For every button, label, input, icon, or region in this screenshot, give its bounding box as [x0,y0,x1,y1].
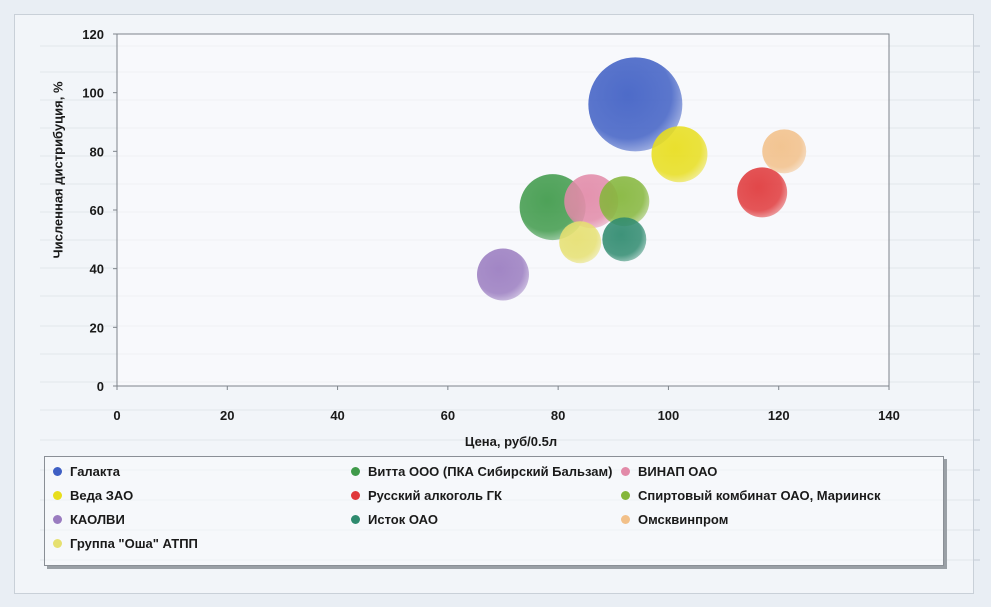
x-tick-label: 80 [551,408,565,423]
legend-label: Русский алкоголь ГК [368,488,502,503]
legend-item: Русский алкоголь ГК [351,488,502,503]
legend-swatch-icon [351,491,360,500]
bubbles-layer [477,57,807,301]
legend-swatch-icon [621,467,630,476]
bubble-1 [588,57,683,152]
legend-swatch-icon [351,467,360,476]
legend-label: Омсквинпром [638,512,729,527]
bubble-9 [762,129,807,174]
legend-item: Спиртовый комбинат ОАО, Мариинск [621,488,881,503]
x-axis-label: Цена, руб/0.5л [464,434,558,449]
y-tick-label: 60 [90,203,104,218]
x-tick-label: 120 [768,408,790,423]
legend-swatch-icon [53,515,62,524]
legend-item: ВИНАП ОАО [621,464,717,479]
legend-label: ВИНАП ОАО [638,464,718,479]
chart-legend: Галакта Витта ООО (ПКА Сибирский Бальзам)… [44,456,944,566]
x-tick-label: 0 [113,408,120,423]
legend-item: Веда ЗАО [53,488,133,503]
legend-label: Витта ООО (ПКА Сибирский Бальзам) [368,464,613,479]
y-tick-label: 0 [97,379,104,394]
bubble-5 [737,167,788,218]
legend-swatch-icon [351,515,360,524]
legend-swatch-icon [53,467,62,476]
legend-swatch-icon [53,491,62,500]
legend-item: Галакта [53,464,120,479]
bubble-10 [559,221,602,264]
x-tick-label: 40 [330,408,344,423]
legend-item: Витта ООО (ПКА Сибирский Бальзам) [351,464,612,479]
bubble-6 [599,176,650,227]
x-tick-label: 140 [878,408,900,423]
y-axis-ticks: 0 20 40 60 80 100 120 [82,27,117,394]
legend-label: КАОЛВИ [70,512,125,527]
y-tick-label: 120 [82,27,104,42]
legend-label: Группа "Оша" АТПП [70,536,198,551]
legend-item: Омсквинпром [621,512,728,527]
y-tick-label: 40 [90,262,104,277]
legend-item: Исток ОАО [351,512,438,527]
x-axis-ticks: 0 20 40 60 80 100 120 140 [113,386,900,423]
x-tick-label: 60 [441,408,455,423]
y-axis-label: Численная дистрибуция, % [50,81,66,259]
bubble-8 [602,217,647,262]
legend-item: Группа "Оша" АТПП [53,536,198,551]
bubble-4 [651,126,708,183]
legend-label: Спиртовый комбинат ОАО, Мариинск [638,488,881,503]
legend-label: Исток ОАО [368,512,438,527]
y-tick-label: 100 [82,86,104,101]
bubble-7 [477,248,529,301]
legend-swatch-icon [621,491,630,500]
y-tick-label: 80 [90,144,104,159]
y-tick-label: 20 [90,320,104,335]
legend-label: Галакта [70,464,121,479]
x-tick-label: 100 [658,408,680,423]
legend-label: Веда ЗАО [70,488,134,503]
x-tick-label: 20 [220,408,234,423]
legend-item: КАОЛВИ [53,512,125,527]
legend-swatch-icon [621,515,630,524]
legend-swatch-icon [53,539,62,548]
